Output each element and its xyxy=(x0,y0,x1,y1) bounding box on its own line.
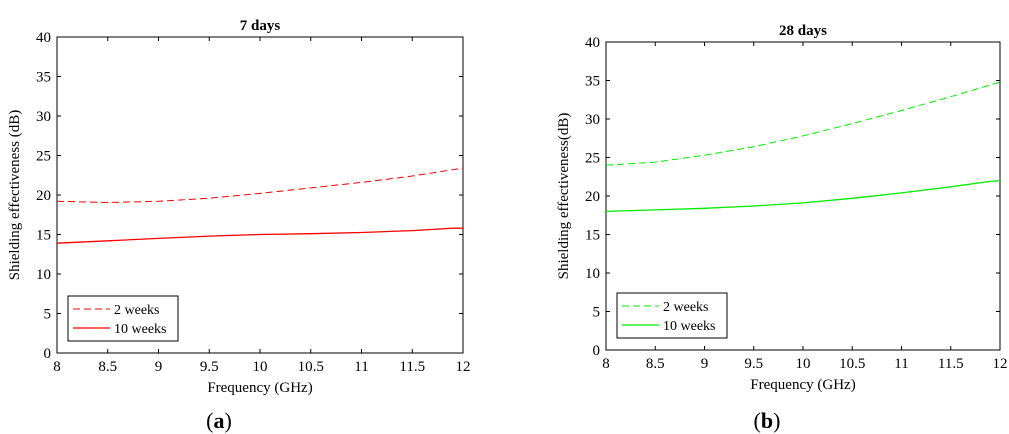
y-tick-label: 5 xyxy=(44,307,52,323)
x-tick-label: 9 xyxy=(155,359,163,375)
x-tick-label: 11 xyxy=(354,359,368,375)
y-tick-label: 0 xyxy=(44,346,52,362)
legend-label: 10 weeks xyxy=(114,322,167,337)
y-axis-label: Shielding effectiveness(dB) xyxy=(556,113,572,280)
x-tick-label: 11.5 xyxy=(399,359,425,375)
series-line-10-weeks xyxy=(56,227,463,244)
x-tick-label: 8 xyxy=(602,356,610,372)
y-tick-label: 40 xyxy=(36,30,51,46)
y-tick-label: 25 xyxy=(585,151,600,167)
series-line-10-weeks xyxy=(605,179,1001,213)
x-tick-label: 8.5 xyxy=(646,356,665,372)
y-tick-label: 30 xyxy=(585,112,600,128)
chart-2: 8 8.5 9 9.5 10 10.5 11 11.5 12 0 5 10 15 20 25 30 35 40 28… xyxy=(556,23,1008,433)
y-tick-label: 15 xyxy=(36,228,51,244)
x-tick-label: 12 xyxy=(993,356,1008,372)
y-tick-label: 30 xyxy=(36,109,51,125)
legend: 2 weeks 10 weeks xyxy=(616,292,728,339)
x-tick-label: 9.5 xyxy=(200,359,219,375)
x-tick-label: 12 xyxy=(456,359,471,375)
y-tick-label: 5 xyxy=(593,305,601,321)
x-tick-label: 10.5 xyxy=(298,359,324,375)
y-tick-label: 10 xyxy=(585,266,600,282)
y-tick-label: 40 xyxy=(585,35,600,51)
legend: 2 weeks 10 weeks xyxy=(67,295,179,342)
x-tick-label: 8 xyxy=(53,359,61,375)
legend-label: 2 weeks xyxy=(663,300,709,315)
x-axis-label: Frequency (GHz) xyxy=(750,377,855,393)
y-tick-label: 20 xyxy=(36,188,51,204)
y-tick-label: 20 xyxy=(585,189,600,205)
x-tick-label: 11.5 xyxy=(938,356,964,372)
x-axis-label: Frequency (GHz) xyxy=(207,380,312,396)
series-line-2-weeks xyxy=(605,81,1001,166)
y-tick-label: 35 xyxy=(36,70,51,86)
x-tick-label: 10.5 xyxy=(839,356,865,372)
chart-1: 8 8.5 9 9.5 10 10.5 11 11.5 12 0 5 10 15 20 25 30 35 40 7 … xyxy=(7,18,471,433)
panel-caption: (b) xyxy=(754,408,781,433)
legend-label: 10 weeks xyxy=(663,319,716,334)
legend-label: 2 weeks xyxy=(114,303,160,318)
x-tick-label: 8.5 xyxy=(98,359,117,375)
y-tick-label: 15 xyxy=(585,228,600,244)
x-tick-label: 10 xyxy=(796,356,811,372)
chart-title: 28 days xyxy=(779,23,827,39)
panel-caption: (a) xyxy=(206,408,232,433)
x-tick-label: 10 xyxy=(253,359,268,375)
y-tick-label: 0 xyxy=(593,343,601,359)
x-tick-label: 9.5 xyxy=(744,356,763,372)
chart-title: 7 days xyxy=(240,18,281,34)
x-tick-label: 9 xyxy=(701,356,709,372)
y-tick-label: 35 xyxy=(585,74,600,90)
series-line-2-weeks xyxy=(56,167,464,204)
y-axis-label: Shielding effectiveness (dB) xyxy=(7,110,23,281)
y-tick-label: 25 xyxy=(36,149,51,165)
legend-box xyxy=(67,295,179,342)
legend-box xyxy=(616,292,728,339)
y-tick-label: 10 xyxy=(36,267,51,283)
x-tick-label: 11 xyxy=(894,356,908,372)
